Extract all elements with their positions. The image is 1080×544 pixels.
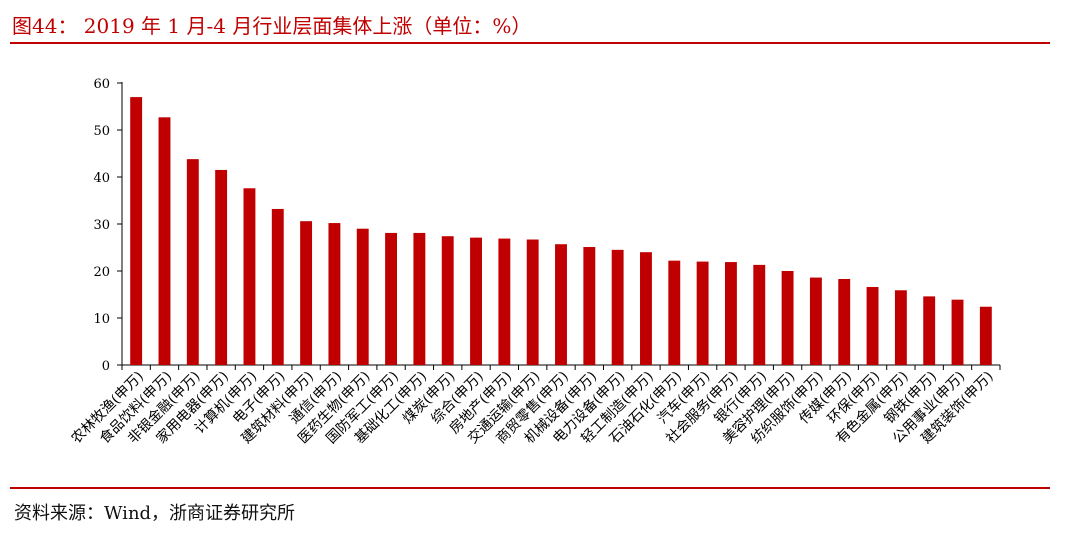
bar <box>441 236 454 365</box>
bar <box>215 169 228 365</box>
bar <box>611 249 624 365</box>
bar <box>385 232 398 365</box>
bar <box>328 223 341 365</box>
bar <box>413 232 426 365</box>
source-note: 资料来源：Wind，浙商证券研究所 <box>14 503 296 524</box>
bar <box>470 237 482 365</box>
bar <box>696 261 709 365</box>
bar <box>356 228 369 365</box>
bar <box>979 306 992 365</box>
bar <box>923 296 936 365</box>
bar <box>668 260 681 365</box>
bar <box>583 247 596 365</box>
y-tick-label: 50 <box>93 124 110 139</box>
bar <box>866 286 879 365</box>
bar <box>243 188 256 365</box>
y-tick-label: 30 <box>93 218 110 233</box>
bar <box>130 97 143 365</box>
y-tick-label: 40 <box>93 171 110 186</box>
bar <box>838 278 851 365</box>
bar <box>809 277 822 365</box>
footer-divider <box>10 487 1050 489</box>
bar <box>300 221 313 365</box>
title-divider <box>10 42 1050 44</box>
bar <box>894 290 907 365</box>
bar <box>640 252 652 365</box>
bar <box>526 239 539 365</box>
y-tick-label: 0 <box>102 359 110 374</box>
chart-title: 图44： 2019 年 1 月-4 月行业层面集体上涨（单位：%） <box>12 14 532 38</box>
bar <box>271 208 284 365</box>
bar <box>724 262 737 365</box>
bar <box>555 244 567 365</box>
bar <box>186 159 199 365</box>
bar <box>753 264 766 365</box>
bar <box>498 238 511 365</box>
bar <box>158 117 171 365</box>
y-tick-label: 20 <box>93 265 110 280</box>
bar <box>781 271 794 365</box>
y-tick-label: 60 <box>93 77 110 92</box>
y-tick-label: 10 <box>93 312 110 327</box>
bar <box>951 299 964 365</box>
